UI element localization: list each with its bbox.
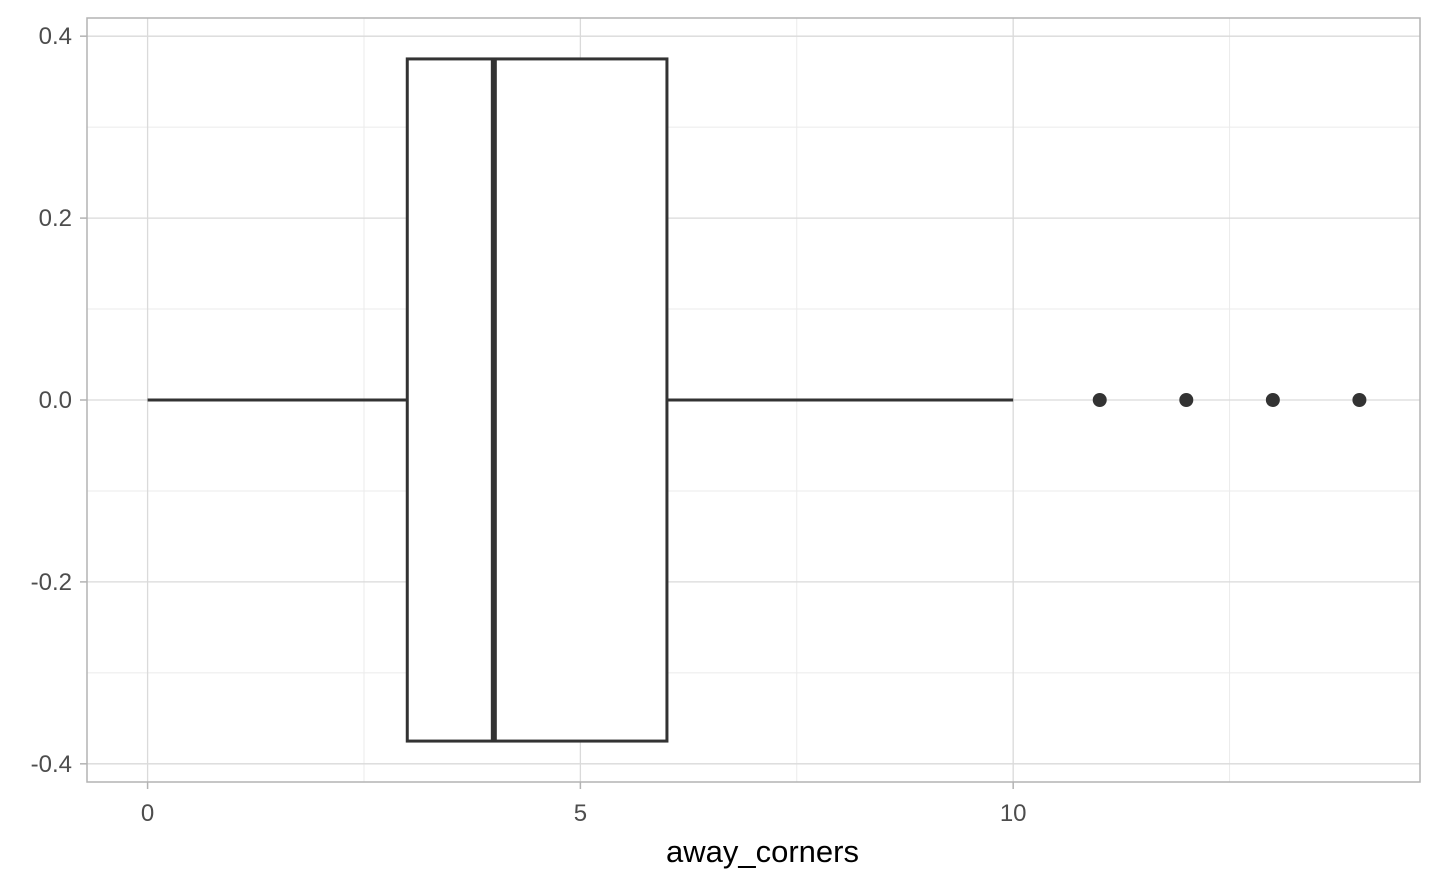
outlier-point <box>1352 393 1367 407</box>
y-tick-label: 0.4 <box>39 23 72 50</box>
x-tick-label: 5 <box>574 800 587 827</box>
x-axis-title: away_corners <box>666 834 859 869</box>
y-tick-label: 0.2 <box>39 205 72 232</box>
x-tick-label: 10 <box>1000 800 1027 827</box>
y-axis-tick-labels: 0.4 0.2 0.0 -0.2 -0.4 <box>31 23 72 778</box>
axis-ticks <box>80 35 1014 789</box>
interquartile-box <box>405 57 669 743</box>
outlier-point <box>1265 393 1280 407</box>
x-tick-label: 0 <box>141 800 154 827</box>
x-axis-tick-labels: 0 5 10 <box>141 800 1027 827</box>
outlier-point <box>1179 393 1194 407</box>
y-tick-label: -0.2 <box>31 569 72 596</box>
boxplot-marks <box>147 57 1367 743</box>
y-tick-label: 0.0 <box>39 387 72 414</box>
outlier-point <box>1092 393 1107 407</box>
y-tick-label: -0.4 <box>31 751 72 778</box>
minor-gridlines <box>87 18 1420 782</box>
